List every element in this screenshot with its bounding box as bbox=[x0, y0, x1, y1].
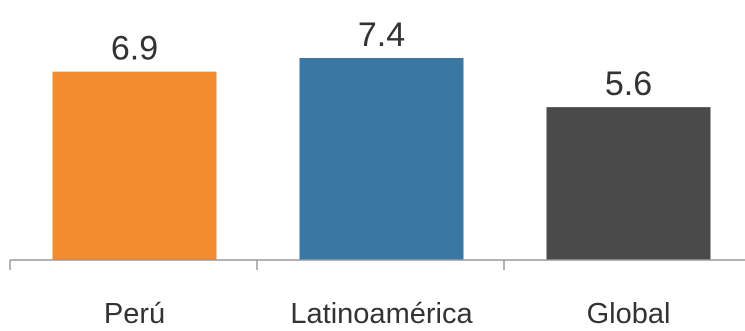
x-tick-label-latinoamerica: Latinoamérica bbox=[290, 298, 473, 330]
x-tick-label-global: Global bbox=[587, 298, 671, 330]
value-label-global: 5.6 bbox=[605, 65, 652, 103]
value-label-peru: 6.9 bbox=[111, 30, 158, 68]
bar-peru bbox=[52, 71, 217, 260]
value-labels-group: 6.9 7.4 5.6 bbox=[111, 16, 652, 103]
bars-group bbox=[52, 58, 711, 260]
value-label-latinoamerica: 7.4 bbox=[358, 16, 405, 54]
bar-latinoamerica bbox=[299, 58, 464, 260]
x-tick-label-peru: Perú bbox=[104, 298, 165, 330]
bar-global bbox=[546, 107, 711, 260]
x-axis-tick-labels: Perú Latinoamérica Global bbox=[104, 298, 671, 330]
x-axis-ticks bbox=[9, 260, 505, 270]
